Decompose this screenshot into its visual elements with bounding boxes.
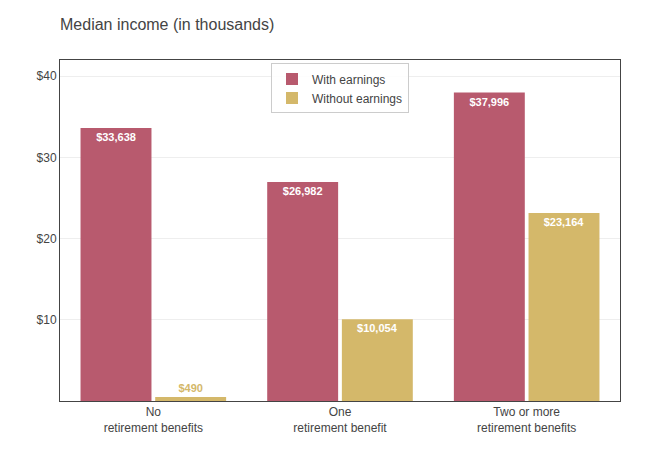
svg-text:Oneretirement benefit: Oneretirement benefit <box>293 405 387 435</box>
svg-text:With earnings: With earnings <box>312 73 385 87</box>
svg-text:$40: $40 <box>37 69 57 83</box>
svg-text:$10: $10 <box>37 313 57 327</box>
svg-text:Without earnings: Without earnings <box>312 92 402 106</box>
svg-text:Two or moreretirement benefits: Two or moreretirement benefits <box>477 405 576 435</box>
svg-text:Median income (in thousands): Median income (in thousands) <box>60 16 274 33</box>
svg-text:$490: $490 <box>178 382 202 394</box>
svg-text:$33,638: $33,638 <box>96 131 136 143</box>
svg-text:$37,996: $37,996 <box>469 96 509 108</box>
svg-text:Noretirement benefits: Noretirement benefits <box>104 405 203 435</box>
svg-text:$20: $20 <box>37 232 57 246</box>
svg-text:$30: $30 <box>37 151 57 165</box>
svg-text:$23,164: $23,164 <box>544 216 585 228</box>
svg-text:$10,054: $10,054 <box>357 322 398 334</box>
svg-text:$26,982: $26,982 <box>283 185 323 197</box>
